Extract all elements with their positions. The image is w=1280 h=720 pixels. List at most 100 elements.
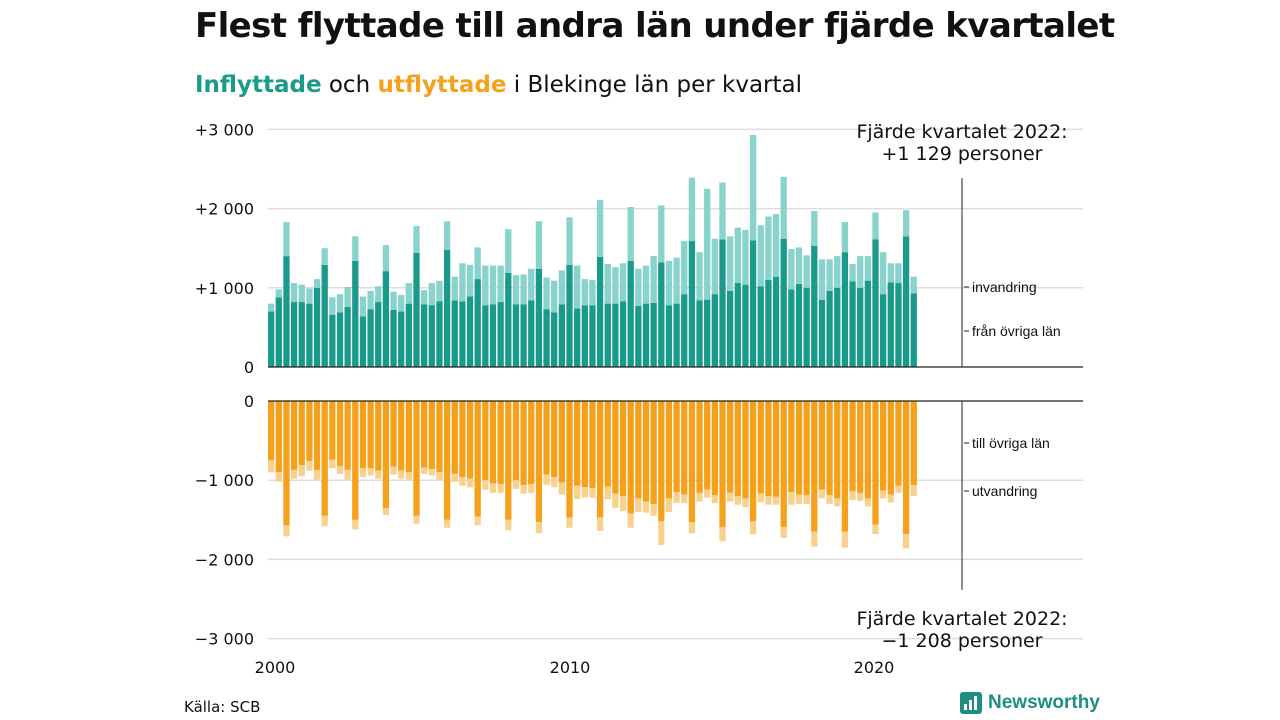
bar-till-ovriga-lan bbox=[329, 401, 336, 460]
newsworthy-logo[interactable]: Newsworthy bbox=[960, 692, 1100, 714]
bar-till-ovriga-lan bbox=[673, 401, 680, 493]
bar-invandring bbox=[497, 265, 504, 303]
y-tick-label-bottom: −1 000 bbox=[195, 471, 254, 490]
bar-invandring bbox=[574, 265, 581, 309]
bar-fran-ovriga-lan bbox=[497, 302, 504, 367]
bar-fran-ovriga-lan bbox=[681, 294, 688, 367]
bar-fran-ovriga-lan bbox=[306, 303, 313, 367]
x-tick-label: 2000 bbox=[255, 658, 296, 677]
bar-fran-ovriga-lan bbox=[880, 294, 887, 367]
bar-till-ovriga-lan bbox=[596, 401, 604, 518]
bar-invandring bbox=[405, 283, 412, 304]
bar-utvandring bbox=[596, 517, 604, 531]
bar-fran-ovriga-lan bbox=[405, 303, 412, 367]
bar-utvandring bbox=[367, 468, 374, 476]
bar-till-ovriga-lan bbox=[902, 401, 910, 535]
bar-invandring bbox=[612, 267, 619, 304]
bar-till-ovriga-lan bbox=[390, 401, 397, 467]
bar-fran-ovriga-lan bbox=[841, 252, 849, 367]
bar-till-ovriga-lan bbox=[704, 401, 711, 490]
bar-till-ovriga-lan bbox=[910, 401, 917, 485]
bar-fran-ovriga-lan bbox=[696, 300, 703, 367]
bar-till-ovriga-lan bbox=[528, 401, 535, 485]
bar-invandring bbox=[757, 225, 764, 287]
bar-till-ovriga-lan bbox=[436, 401, 443, 473]
y-tick-label-bottom: −3 000 bbox=[195, 630, 254, 649]
bar-invandring bbox=[635, 268, 642, 307]
bar-fran-ovriga-lan bbox=[704, 299, 711, 367]
bar-invandring bbox=[336, 294, 344, 313]
bar-fran-ovriga-lan bbox=[902, 236, 910, 367]
bar-fran-ovriga-lan bbox=[482, 305, 489, 367]
bar-fran-ovriga-lan bbox=[673, 303, 680, 367]
y-tick-label-bottom: −2 000 bbox=[195, 550, 254, 569]
bar-invandring bbox=[910, 276, 917, 294]
y-tick-label-top: +3 000 bbox=[195, 120, 254, 139]
bar-till-ovriga-lan bbox=[681, 401, 688, 495]
bar-utvandring bbox=[574, 485, 581, 500]
y-tick-label-bottom: 0 bbox=[244, 392, 254, 411]
bar-till-ovriga-lan bbox=[581, 401, 588, 488]
bar-utvandring bbox=[895, 485, 902, 493]
bar-utvandring bbox=[298, 465, 305, 477]
bar-invandring bbox=[604, 264, 611, 304]
bar-invandring bbox=[704, 188, 711, 300]
bar-utvandring bbox=[681, 494, 688, 504]
bar-fran-ovriga-lan bbox=[612, 303, 619, 367]
bar-till-ovriga-lan bbox=[405, 401, 412, 473]
bar-invandring bbox=[742, 229, 749, 285]
bar-till-ovriga-lan bbox=[727, 401, 734, 493]
chart-subtitle: Inflyttade och utflyttade i Blekinge län… bbox=[195, 72, 802, 98]
bar-invandring bbox=[688, 177, 696, 242]
bar-till-ovriga-lan bbox=[574, 401, 581, 486]
bar-till-ovriga-lan bbox=[612, 401, 619, 494]
bar-utvandring bbox=[834, 498, 841, 507]
bar-invandring bbox=[482, 265, 489, 306]
subtitle-rest: i Blekinge län per kvartal bbox=[506, 72, 803, 98]
bar-invandring bbox=[711, 238, 718, 295]
bar-fran-ovriga-lan bbox=[574, 308, 581, 367]
bar-till-ovriga-lan bbox=[505, 401, 512, 520]
bar-fran-ovriga-lan bbox=[459, 301, 466, 367]
bar-invandring bbox=[765, 216, 772, 280]
bar-till-ovriga-lan bbox=[413, 401, 420, 516]
bar-till-ovriga-lan bbox=[298, 401, 305, 466]
bar-utvandring bbox=[642, 501, 650, 513]
bar-utvandring bbox=[489, 483, 497, 493]
bar-invandring bbox=[459, 263, 466, 302]
bar-fran-ovriga-lan bbox=[658, 262, 665, 367]
bar-utvandring bbox=[864, 498, 871, 507]
bar-utvandring bbox=[910, 484, 917, 497]
bar-invandring bbox=[359, 296, 367, 317]
bar-till-ovriga-lan bbox=[566, 401, 573, 518]
bar-utvandring bbox=[344, 469, 351, 480]
bar-till-ovriga-lan bbox=[313, 401, 321, 470]
bar-utvandring bbox=[359, 468, 367, 478]
bar-fran-ovriga-lan bbox=[329, 314, 336, 367]
bar-utvandring bbox=[887, 494, 894, 503]
bar-invandring bbox=[283, 222, 290, 257]
bar-utvandring bbox=[566, 517, 573, 528]
bar-till-ovriga-lan bbox=[283, 401, 290, 526]
bar-utvandring bbox=[673, 492, 680, 504]
bar-invandring bbox=[443, 221, 451, 250]
bar-invandring bbox=[528, 268, 535, 301]
bar-till-ovriga-lan bbox=[803, 401, 810, 496]
bar-invandring bbox=[627, 207, 634, 261]
bar-fran-ovriga-lan bbox=[734, 283, 741, 367]
bar-utvandring bbox=[428, 469, 435, 476]
bar-fran-ovriga-lan bbox=[528, 300, 535, 367]
bar-utvandring bbox=[719, 526, 726, 542]
bar-utvandring bbox=[558, 482, 565, 495]
bar-invandring bbox=[367, 290, 374, 310]
bar-invandring bbox=[803, 255, 810, 288]
bar-utvandring bbox=[497, 484, 504, 493]
bar-fran-ovriga-lan bbox=[535, 268, 543, 367]
bar-invandring bbox=[795, 247, 803, 284]
bar-till-ovriga-lan bbox=[520, 401, 527, 485]
bar-till-ovriga-lan bbox=[451, 401, 458, 474]
bar-fran-ovriga-lan bbox=[910, 293, 917, 367]
bar-invandring bbox=[734, 227, 741, 284]
x-tick-label: 2020 bbox=[854, 658, 895, 677]
bar-till-ovriga-lan bbox=[604, 401, 611, 487]
